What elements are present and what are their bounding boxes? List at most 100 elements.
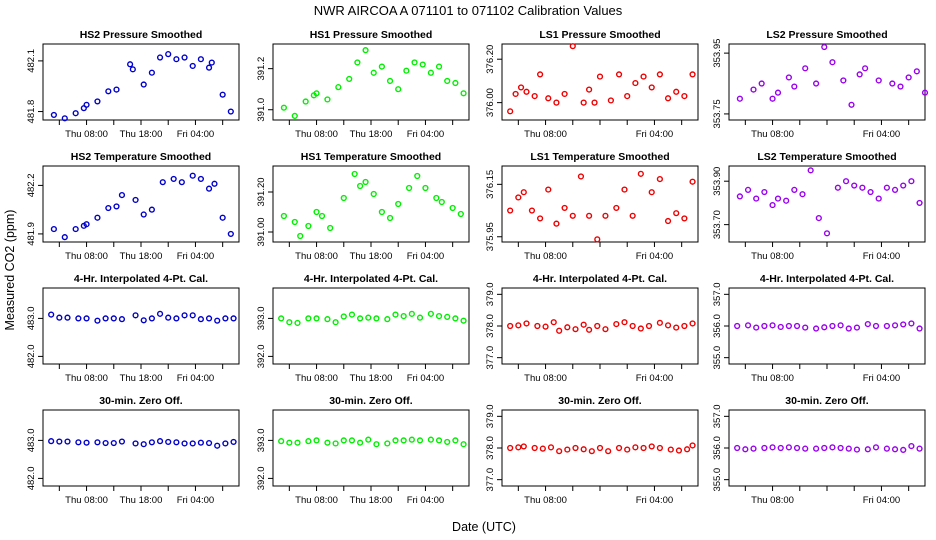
data-point bbox=[129, 66, 136, 73]
data-point bbox=[211, 180, 218, 187]
data-point bbox=[297, 232, 304, 240]
data-point bbox=[197, 175, 204, 183]
y-tick-label: 392.0 bbox=[256, 467, 267, 491]
x-tick-label: Thu 18:00 bbox=[120, 251, 163, 262]
data-point bbox=[840, 77, 847, 84]
data-point bbox=[140, 317, 147, 324]
data-point bbox=[189, 440, 196, 447]
data-point bbox=[624, 93, 631, 100]
data-point bbox=[305, 315, 312, 322]
data-point bbox=[83, 221, 90, 228]
data-point bbox=[433, 194, 440, 202]
y-tick-label: 483.0 bbox=[26, 307, 37, 331]
data-point bbox=[829, 59, 836, 66]
data-point bbox=[189, 312, 196, 319]
data-point bbox=[165, 51, 172, 58]
data-point bbox=[750, 86, 757, 93]
data-point bbox=[875, 195, 882, 202]
data-point bbox=[637, 325, 644, 332]
data-point bbox=[50, 225, 57, 233]
data-point bbox=[629, 322, 636, 330]
data-point bbox=[615, 71, 623, 78]
data-point bbox=[351, 170, 358, 178]
data-point bbox=[596, 444, 604, 452]
data-point bbox=[793, 322, 801, 330]
data-point bbox=[673, 210, 680, 217]
data-point bbox=[324, 439, 331, 446]
data-point bbox=[156, 54, 164, 61]
y-tick-label: 355.0 bbox=[712, 346, 723, 370]
data-point bbox=[632, 444, 639, 451]
data-point bbox=[744, 186, 752, 193]
data-point bbox=[520, 189, 527, 196]
data-point bbox=[539, 445, 546, 452]
data-point bbox=[427, 436, 434, 443]
data-point bbox=[83, 439, 90, 446]
data-point bbox=[222, 315, 229, 322]
data-point bbox=[829, 322, 836, 330]
data-point bbox=[83, 101, 90, 108]
data-point bbox=[392, 437, 399, 444]
plot-frame bbox=[42, 165, 240, 243]
data-point bbox=[629, 212, 636, 219]
data-point bbox=[689, 320, 696, 327]
data-point bbox=[734, 322, 741, 330]
data-point bbox=[278, 315, 285, 322]
data-point bbox=[75, 439, 82, 446]
y-tick-label: 376.15 bbox=[485, 170, 496, 199]
panel-title: HS2 Pressure Smoothed bbox=[80, 29, 203, 41]
data-point bbox=[908, 320, 915, 327]
data-point bbox=[205, 439, 213, 447]
data-point bbox=[602, 326, 609, 333]
y-tick-label: 356.0 bbox=[712, 314, 723, 338]
data-point bbox=[460, 90, 467, 97]
data-point bbox=[675, 447, 683, 454]
data-point bbox=[607, 97, 614, 104]
data-point bbox=[512, 90, 519, 98]
data-point bbox=[132, 312, 139, 319]
data-point bbox=[313, 90, 320, 97]
data-point bbox=[813, 325, 820, 332]
data-point bbox=[845, 325, 852, 332]
data-point bbox=[664, 322, 672, 329]
y-tick-label: 392.0 bbox=[256, 345, 267, 369]
data-point bbox=[883, 445, 890, 452]
data-point bbox=[834, 184, 841, 191]
data-point bbox=[56, 438, 63, 445]
data-point bbox=[848, 101, 855, 108]
data-point bbox=[777, 444, 784, 452]
data-point bbox=[294, 439, 301, 446]
data-point bbox=[515, 322, 522, 329]
x-tick-label: Fri 04:00 bbox=[863, 495, 901, 506]
x-tick-label: Fri 04:00 bbox=[636, 129, 674, 140]
y-tick-label: 353.95 bbox=[712, 39, 723, 68]
data-point bbox=[340, 194, 347, 202]
x-tick-label: Thu 18:00 bbox=[350, 129, 393, 140]
data-point bbox=[403, 67, 410, 74]
data-point bbox=[875, 77, 882, 84]
panel: LS2 Temperature Smoothed 353.70 353.90 Thu … bbox=[712, 151, 926, 262]
data-point bbox=[113, 203, 120, 210]
data-point bbox=[113, 86, 120, 93]
data-point bbox=[821, 43, 828, 51]
panel-title: HS1 Temperature Smoothed bbox=[301, 151, 441, 163]
data-point bbox=[408, 310, 415, 317]
x-tick-label: Thu 08:00 bbox=[751, 495, 794, 506]
data-point bbox=[278, 438, 285, 445]
data-point bbox=[615, 444, 623, 452]
plot-frame bbox=[42, 287, 240, 365]
data-point bbox=[214, 317, 221, 324]
data-point bbox=[435, 63, 443, 70]
data-point bbox=[736, 95, 743, 102]
data-point bbox=[444, 438, 451, 446]
data-point bbox=[889, 80, 896, 87]
data-point bbox=[520, 443, 527, 450]
data-point bbox=[305, 222, 312, 230]
panel: LS1 Pressure Smoothed 376.00 376.20 Thu 08:… bbox=[485, 29, 699, 140]
data-point bbox=[913, 68, 920, 75]
data-point bbox=[856, 71, 863, 78]
data-point bbox=[684, 446, 691, 453]
data-point bbox=[102, 315, 109, 322]
data-point bbox=[50, 111, 57, 119]
